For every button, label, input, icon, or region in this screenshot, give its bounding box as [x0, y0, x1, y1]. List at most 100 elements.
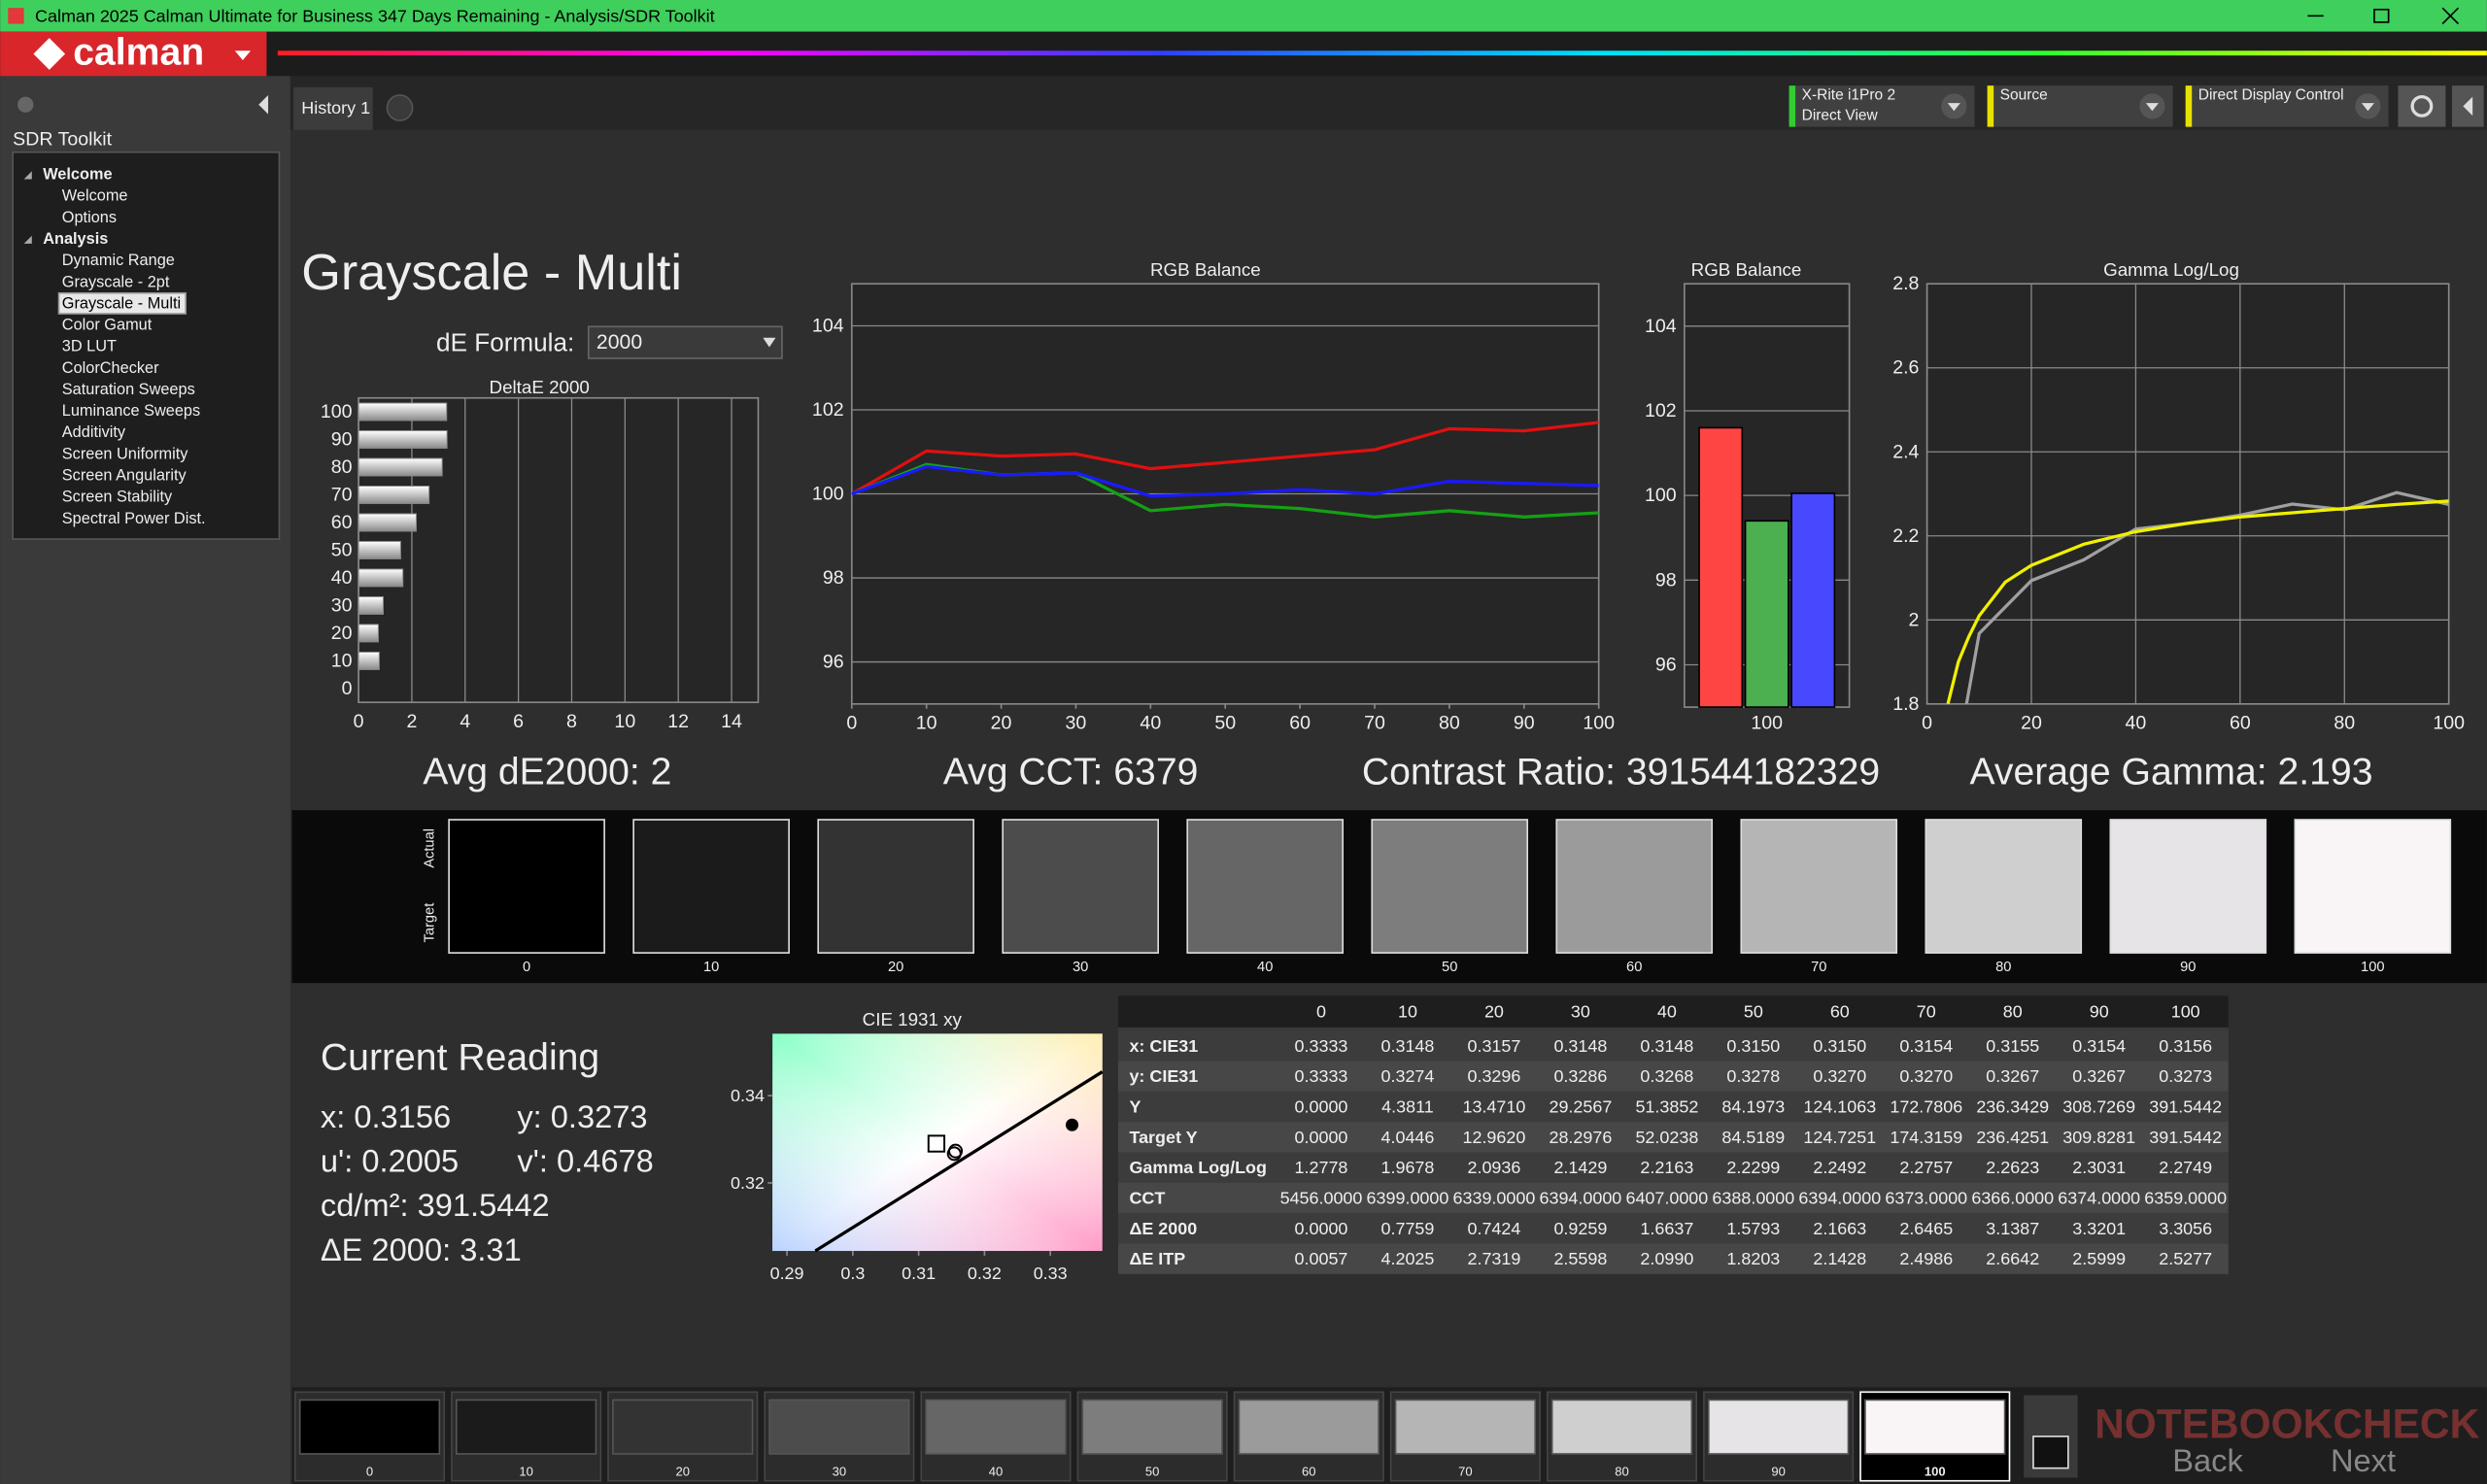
table-cell: 0.3157	[1467, 1036, 1520, 1056]
stop-button[interactable]	[2032, 1435, 2069, 1469]
close[interactable]	[2441, 7, 2460, 25]
swatch-actual-label: Actual	[423, 828, 438, 868]
table-cell: 2.2492	[1813, 1158, 1866, 1177]
tree-panel	[12, 151, 281, 540]
tree-item[interactable]: ColorChecker	[62, 359, 159, 377]
back-button[interactable]: Back	[2172, 1442, 2243, 1478]
table-cell: 236.4251	[1976, 1128, 2049, 1147]
tab[interactable]	[293, 86, 373, 130]
tree-group[interactable]: Welcome	[43, 166, 112, 184]
table-cell: 309.8281	[2062, 1128, 2135, 1147]
table-row	[1118, 1213, 2229, 1244]
table-cell: 0.9259	[1553, 1219, 1607, 1238]
formula-value[interactable]: 2000	[596, 331, 642, 354]
summary-value: Contrast Ratio: 391544182329	[1362, 752, 1880, 793]
swatch	[632, 819, 790, 954]
tree-item[interactable]: Grayscale - Multi	[62, 294, 181, 312]
tree-item[interactable]: Welcome	[62, 187, 128, 205]
level-label: 60	[1302, 1464, 1316, 1478]
level-swatch	[1864, 1399, 2006, 1455]
table-cell: 2.7319	[1467, 1249, 1520, 1268]
bar	[358, 457, 443, 477]
y-tick-label: 40	[331, 567, 353, 589]
y-tick-label: 96	[823, 652, 844, 673]
table-cell: 13.4710	[1463, 1096, 1526, 1116]
x-tick-label: 100	[2433, 712, 2465, 733]
tree-item[interactable]: Saturation Sweeps	[62, 381, 195, 398]
table-cell: 0.3150	[1726, 1036, 1780, 1056]
chart-title: Gamma Log/Log	[2103, 259, 2239, 280]
tree-item[interactable]: Screen Stability	[62, 489, 173, 506]
level-swatch	[1081, 1399, 1223, 1455]
series-line	[851, 421, 1599, 495]
table-row-label: Gamma Log/Log	[1129, 1158, 1267, 1177]
swatch	[1740, 819, 1898, 954]
formula-dropdown[interactable]	[587, 325, 783, 359]
level-swatch	[455, 1399, 597, 1455]
table-cell: 0.3148	[1553, 1036, 1607, 1056]
x-tick-label: 0	[1922, 712, 1932, 733]
restore[interactable]	[2373, 8, 2390, 23]
y-tick-label: 100	[812, 484, 844, 505]
watermark: NOTEBOOKCHECK	[2095, 1400, 2479, 1446]
device-dropdown-arrow	[1947, 103, 1960, 112]
device-indicator	[2185, 85, 2193, 127]
device-indicator	[1987, 85, 1994, 127]
sidebar-pin[interactable]	[17, 96, 34, 113]
x-tick-label: 0.31	[902, 1264, 936, 1283]
x-tick-label: 8	[566, 711, 577, 732]
tree-item[interactable]: Additivity	[62, 423, 126, 441]
x-tick-label: 70	[1364, 712, 1385, 733]
next-button[interactable]: Next	[2331, 1442, 2396, 1478]
tree-expander[interactable]	[23, 171, 32, 180]
tree-item[interactable]: Dynamic Range	[62, 252, 175, 269]
table-cell: 0.3270	[1813, 1066, 1866, 1086]
table-header: 30	[1571, 1002, 1590, 1022]
table-cell: 1.9678	[1381, 1158, 1435, 1177]
settings-button[interactable]	[2398, 85, 2446, 127]
tree-item[interactable]: Luminance Sweeps	[62, 402, 200, 420]
table-cell: 1.2778	[1295, 1158, 1348, 1177]
table-cell: 391.5442	[2149, 1096, 2222, 1116]
y-tick-label: 2	[1909, 609, 1920, 630]
swatch-label: 60	[1626, 960, 1642, 975]
add-tab[interactable]	[386, 94, 414, 121]
tree-group[interactable]: Analysis	[43, 230, 108, 248]
reading-value: ΔE 2000: 3.31	[321, 1231, 522, 1267]
device-dropdown-arrow	[2145, 103, 2159, 112]
table-cell: 3.1387	[1986, 1219, 2039, 1238]
logo-dropdown[interactable]	[234, 51, 252, 61]
x-tick-label: 0.33	[1034, 1264, 1068, 1283]
tree-item[interactable]: Screen Angularity	[62, 466, 187, 484]
chart: RGB Balance 0 10 20 30 40 50 60 70 80 90 100 96 98 100…	[812, 259, 1615, 733]
swatch-label: 70	[1811, 960, 1826, 975]
y-tick-label: 60	[331, 512, 353, 533]
table-cell: 0.3268	[1640, 1066, 1693, 1086]
window-controls[interactable]	[2307, 7, 2460, 25]
swatch-target-label: Target	[423, 903, 438, 943]
tree-item[interactable]: 3D LUT	[62, 338, 117, 355]
tree-expander[interactable]	[23, 235, 32, 244]
sidebar-collapse[interactable]	[258, 94, 269, 115]
swatch-label: 40	[1257, 960, 1273, 975]
table-row	[1118, 1152, 2229, 1183]
bar	[358, 430, 448, 449]
table-cell: 2.0936	[1467, 1158, 1520, 1177]
tree-item[interactable]: Options	[62, 209, 117, 226]
chart-title: DeltaE 2000	[490, 377, 590, 397]
tree-item[interactable]: Color Gamut	[62, 317, 153, 334]
table-cell: 0.3150	[1813, 1036, 1866, 1056]
bar	[358, 402, 448, 422]
chart: Gamma Log/Log 0 20 40 60 80 100 1.8 2 2.2 2.4 2.6 2.…	[1892, 259, 2465, 733]
level-swatch	[612, 1399, 754, 1455]
tree-item[interactable]: Grayscale - 2pt	[62, 273, 170, 290]
tree-item[interactable]: Spectral Power Dist.	[62, 510, 206, 527]
y-tick-label: 20	[331, 623, 353, 644]
device-label: Source	[2000, 86, 2048, 103]
device-label: X-Rite i1Pro 2	[1802, 86, 1895, 103]
device-box[interactable]	[2185, 85, 2389, 127]
chart-title: CIE 1931 xy	[863, 1009, 963, 1029]
y-tick-label: 96	[1655, 654, 1677, 675]
tree-item[interactable]: Screen Uniformity	[62, 445, 188, 462]
